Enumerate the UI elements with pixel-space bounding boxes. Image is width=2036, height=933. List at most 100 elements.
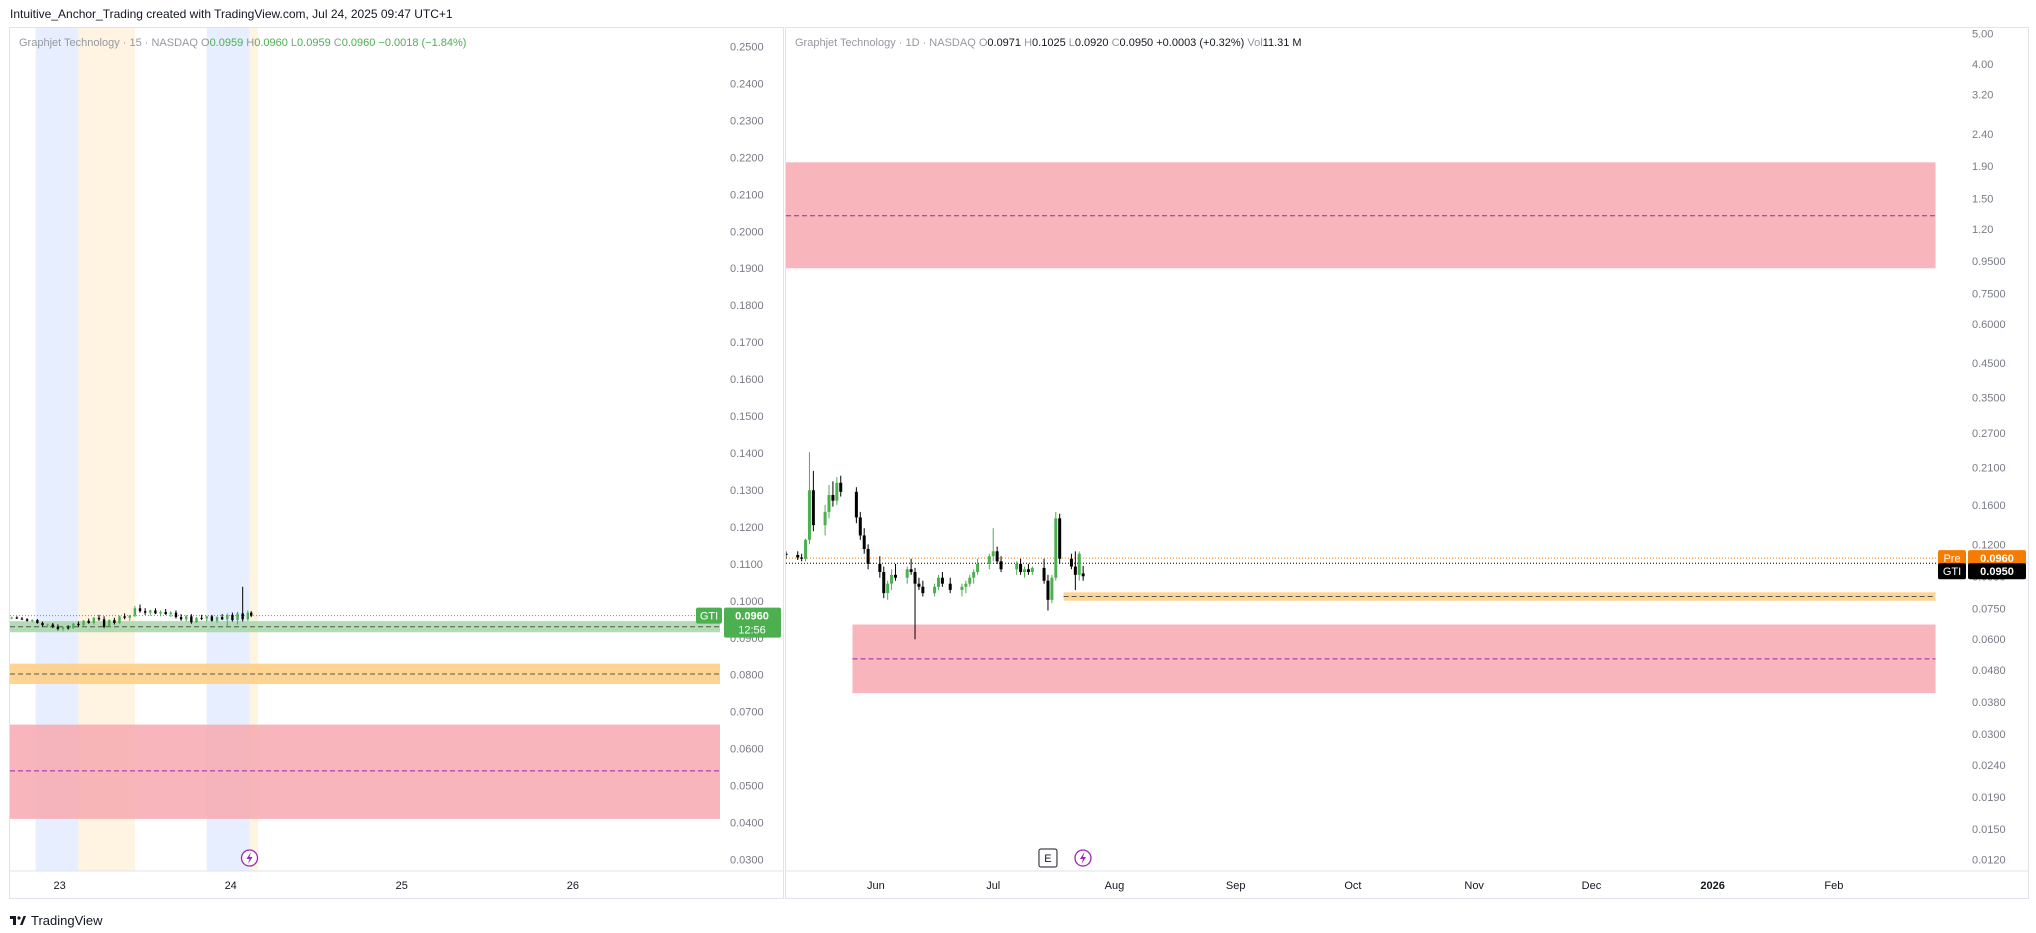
symbol-tag: GTI (700, 611, 718, 623)
candle-body (968, 577, 972, 584)
tradingview-logo-icon (10, 915, 26, 925)
candle-body (92, 617, 96, 623)
y-tick-label: 0.0600 (1972, 634, 2006, 646)
y-tick-label: 0.0300 (1972, 729, 2006, 741)
candle-body (995, 551, 999, 562)
earnings-marker-bg (1038, 848, 1058, 868)
y-tick-label: 3.20 (1972, 90, 1993, 102)
chart-panel-1d[interactable]: 5.00 4.00 3.20 2.40 1.90 1.50 1.20 0.9500 0.7500… (784, 27, 2029, 899)
candle-body (205, 616, 208, 619)
legend-change: +0.0003 (+0.32%) (1156, 37, 1247, 49)
candle-body (987, 556, 991, 564)
candle-body (1073, 566, 1077, 575)
price-tag-name: Pre (1943, 553, 1960, 565)
legend-open-label: O (201, 37, 210, 49)
candle-body (179, 617, 183, 620)
candle-body (1081, 573, 1085, 577)
y-tick-label: 0.1900 (730, 263, 764, 275)
candle-body (51, 624, 54, 627)
y-tick-label: 0.1300 (730, 485, 764, 497)
y-tick-label: 0.0380 (1972, 697, 2006, 709)
candle-body (886, 583, 890, 594)
y-tick-label: 0.2700 (1972, 428, 2006, 440)
time-axis: Jun Jul Aug Sep Oct Nov Dec 2026 Feb (786, 870, 2028, 892)
x-tick-label: 23 (53, 880, 65, 892)
candle-body (123, 616, 126, 618)
y-tick-label: 0.0120 (1972, 855, 2006, 867)
chart-panel-15m[interactable]: 0.2500 0.2400 0.2300 0.2200 0.2100 0.2000 0.19… (9, 27, 784, 899)
candle-body (1030, 567, 1034, 573)
candle-body (108, 620, 111, 627)
y-tick-label: 0.0500 (730, 781, 764, 793)
candle-body (20, 618, 24, 620)
x-tick-label: Jul (986, 880, 1000, 892)
candle-body (174, 612, 178, 618)
y-tick-label: 0.0400 (730, 818, 764, 830)
event-markers: E (1038, 848, 1092, 868)
candle-body (1042, 567, 1046, 581)
candle-body (862, 535, 866, 549)
y-tick-label: 0.0800 (730, 670, 764, 682)
candle-body (143, 611, 147, 613)
y-tick-label: 0.0150 (1972, 824, 2006, 836)
y-tick-label: 0.1500 (730, 411, 764, 423)
candle-body (948, 583, 952, 590)
brand-name: TradingView (31, 913, 103, 928)
chart-1d[interactable]: 5.00 4.00 3.20 2.40 1.90 1.50 1.20 0.9500 0.7500… (784, 28, 2028, 898)
tradingview-brand[interactable]: TradingView (10, 913, 103, 928)
candle-body (991, 551, 995, 557)
candle-body (1046, 580, 1050, 600)
candle-body (246, 612, 250, 620)
legend-open: 0.0959 (210, 37, 247, 49)
candle-body (195, 617, 198, 623)
candle-body (835, 482, 839, 501)
candle-body (41, 623, 44, 626)
candle-body (905, 569, 909, 578)
candle-body (807, 490, 811, 540)
candle-body (236, 613, 239, 621)
candle-body (804, 539, 808, 559)
y-tick-label: 4.00 (1972, 59, 1993, 71)
symbol-tag-bg (696, 607, 722, 624)
legend-high: 0.1025 (1032, 37, 1069, 49)
y-tick-label: 0.1100 (730, 559, 763, 571)
candle-body (831, 494, 835, 501)
candle-body (1069, 558, 1073, 567)
y-tick-label: 2.40 (1972, 129, 1993, 141)
candle-body (972, 572, 976, 578)
legend-close: 0.0960 (342, 37, 379, 49)
price-tag: 0.0960 (1980, 553, 2014, 565)
snapshot-credit: Intuitive_Anchor_Trading created with Tr… (10, 7, 453, 21)
candle-body (138, 608, 142, 612)
candle-body (800, 557, 804, 559)
legend-low: 0.0959 (297, 37, 334, 49)
time-axis: 23 24 25 26 (10, 849, 783, 892)
candle-body (118, 616, 121, 623)
countdown-tag: 12:56 (738, 625, 766, 637)
price-tag-bg (1968, 550, 2026, 567)
candle-body (113, 620, 116, 623)
candle-body (933, 586, 937, 594)
x-tick-label: Sep (1226, 880, 1246, 892)
chart-15m[interactable]: 0.2500 0.2400 0.2300 0.2200 0.2100 0.2000 0.19… (10, 28, 783, 898)
y-tick-label: 0.0190 (1972, 792, 2006, 804)
footer: TradingView (0, 905, 2036, 933)
candle-body (87, 620, 90, 623)
y-tick-label: 0.9500 (1972, 256, 2006, 268)
candle-body (878, 563, 882, 573)
legend-open: 0.0971 (987, 37, 1024, 49)
candle-body (917, 583, 921, 587)
candle-body (784, 553, 788, 555)
legend-low: 0.0920 (1075, 37, 1112, 49)
candle-body (72, 623, 75, 629)
legend-line: Graphjet Technology · 15 · NASDAQ O0.095… (19, 37, 466, 49)
candle-body (1019, 563, 1023, 573)
candle-body (936, 577, 940, 587)
candle-body (56, 626, 60, 629)
x-tick-label: Aug (1105, 880, 1125, 892)
y-tick-label: 0.2200 (730, 152, 764, 164)
price-tag: 0.0960 (735, 611, 769, 623)
price-tag: 0.0950 (1980, 566, 2014, 578)
candle-body (250, 612, 253, 616)
candle-body (827, 494, 831, 512)
